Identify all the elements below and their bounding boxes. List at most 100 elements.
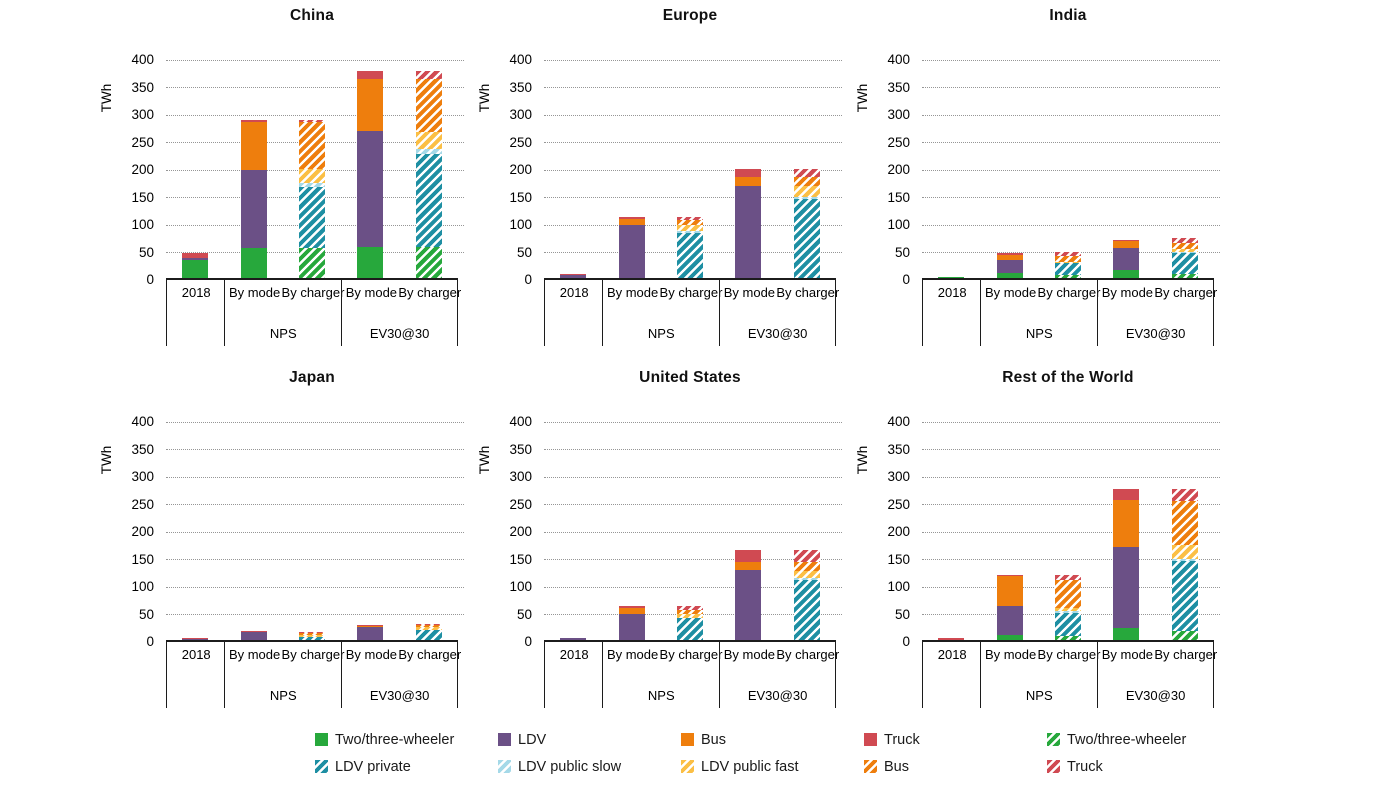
bar-segment-two_three_h (415, 246, 442, 278)
legend-row-1: Two/three-wheeler LDV Bus Truck Two/three-wh… (315, 726, 1400, 753)
x-category-label: By mode (1101, 647, 1154, 662)
bar-segment-ldv (735, 569, 762, 640)
x-category-label: By charger (659, 647, 723, 662)
y-tick-label: 150 (887, 189, 910, 205)
category-axis: 2018 By mode By charger NPS By mode By charge… (922, 280, 1217, 346)
category-group-cell: 2018 (166, 642, 224, 708)
legend-label-bus_h: Bus (884, 758, 909, 775)
y-tick-label: 250 (131, 134, 154, 150)
chart-inner: China TWh 0 50 100 150 200 250 300 350 400 2018 By … (99, 6, 464, 346)
y-tick-label: 350 (887, 79, 910, 95)
gridline-150 (922, 197, 1220, 198)
x-category-label: By charger (281, 647, 345, 662)
category-group-cell: By mode By charger EV30@30 (1097, 642, 1217, 708)
gridline-400 (544, 421, 842, 423)
bar-segment-truck_h (299, 119, 325, 123)
y-tick-label: 50 (894, 606, 910, 622)
bar-segment-bus_h (299, 122, 325, 169)
x-category-label: By charger (1037, 647, 1101, 662)
bar-segment-ldv_public_slow (1171, 252, 1198, 254)
bar-ev30-30-by-charger (1171, 420, 1198, 640)
y-tick-label: 100 (887, 579, 910, 594)
bar-segment-bus (735, 561, 762, 570)
gridline-250 (544, 142, 842, 143)
y-axis-unit-label: TWh (477, 445, 492, 475)
gridline-200 (922, 531, 1220, 533)
bar-segment-bus_h (1171, 500, 1198, 546)
bar-ev30-30-by-charger (415, 420, 442, 640)
category-group-cell: By mode By charger NPS (980, 280, 1100, 346)
bar-segment-truck (618, 216, 645, 220)
x-category-label: By charger (398, 647, 462, 662)
legend-label-truck: Truck (884, 731, 920, 748)
bar-segment-bus (357, 78, 384, 132)
bar-segment-two_three_h (1055, 275, 1081, 278)
bar-segment-truck_h (1055, 252, 1081, 256)
y-tick-label: 200 (131, 162, 154, 177)
bar-segment-two_three (1113, 627, 1140, 640)
chart-japan: Japan TWh 0 50 100 150 200 250 300 350 400 2018 By … (96, 368, 474, 708)
bar-ev30-30-by-mode (357, 420, 384, 640)
bar-segment-ldv (357, 627, 384, 640)
bar-nps-by-charger (1055, 420, 1081, 640)
category-group-cell: 2018 (544, 280, 602, 346)
bar-segment-truck (182, 637, 209, 639)
bar-nps-by-charger (299, 58, 325, 278)
gridline-300 (544, 476, 842, 478)
bar-segment-ldv_public_fast (1171, 249, 1198, 253)
bar-nps-by-mode (618, 58, 645, 278)
bar-segment-ldv_public_fast (677, 614, 703, 618)
y-tick-label: 250 (131, 496, 154, 512)
y-tick-label: 400 (131, 52, 154, 67)
bar-segment-truck (735, 169, 762, 177)
y-tick-label: 200 (887, 524, 910, 539)
bar-segment-bus_h (793, 176, 820, 186)
legend-swatch-ldv (498, 733, 511, 746)
x-group-label: EV30@30 (1125, 326, 1186, 341)
chart-title: Japan (289, 369, 335, 386)
chart-title: India (1049, 7, 1087, 24)
x-category-label: By mode (228, 647, 281, 662)
x-group-label: EV30@30 (747, 688, 808, 703)
gridline-250 (544, 504, 842, 505)
bar-2018-2018 (938, 420, 965, 640)
bar-segment-ldv_public_slow (793, 196, 820, 199)
chart-title: United States (639, 369, 741, 386)
legend-label-ldv_public_fast: LDV public fast (701, 758, 799, 775)
bar-segment-ldv (1113, 247, 1140, 270)
bar-segment-ldv_public_slow (793, 577, 820, 580)
bar-segment-ldv_public_slow (677, 231, 703, 233)
x-group-label: NPS (269, 326, 297, 341)
gridline-250 (922, 142, 1220, 143)
bar-segment-ldv (182, 638, 209, 640)
chart-legend: Two/three-wheeler LDV Bus Truck Two/three-wh… (315, 726, 1400, 780)
charts-row-bottom: Japan TWh 0 50 100 150 200 250 300 350 400 2018 By … (0, 368, 1400, 708)
bar-segment-two_three (182, 260, 209, 278)
y-tick-label: 100 (509, 217, 532, 232)
bar-segment-ldv (357, 131, 384, 248)
bar-segment-truck (735, 550, 762, 562)
x-category-label: By mode (984, 285, 1037, 300)
y-tick-label: 400 (887, 52, 910, 67)
bar-segment-truck (240, 630, 267, 632)
gridline-350 (166, 87, 464, 88)
bar-segment-bus (996, 254, 1023, 260)
gridline-350 (922, 87, 1220, 88)
bar-segment-two_three (996, 272, 1023, 278)
bar-segment-ldv (618, 613, 645, 640)
bar-ev30-30-by-charger (1171, 58, 1198, 278)
gridline-400 (166, 421, 464, 423)
y-tick-label: 200 (509, 162, 532, 177)
x-category-label: 2018 (181, 285, 211, 300)
bar-segment-bus (1113, 499, 1140, 547)
legend-label-ldv_private: LDV private (335, 758, 411, 775)
chart-body: TWh 0 50 100 150 200 250 300 350 400 2018 By mode By… (477, 414, 842, 708)
bar-segment-two_three_h (1171, 273, 1198, 278)
bar-segment-two_three (1113, 269, 1140, 278)
bar-segment-bus_h (415, 78, 442, 133)
bar-segment-bus_h (1171, 242, 1198, 250)
category-group-cell: 2018 (922, 642, 980, 708)
category-group-cell: By mode By charger NPS (980, 642, 1100, 708)
bar-segment-truck (938, 638, 965, 640)
